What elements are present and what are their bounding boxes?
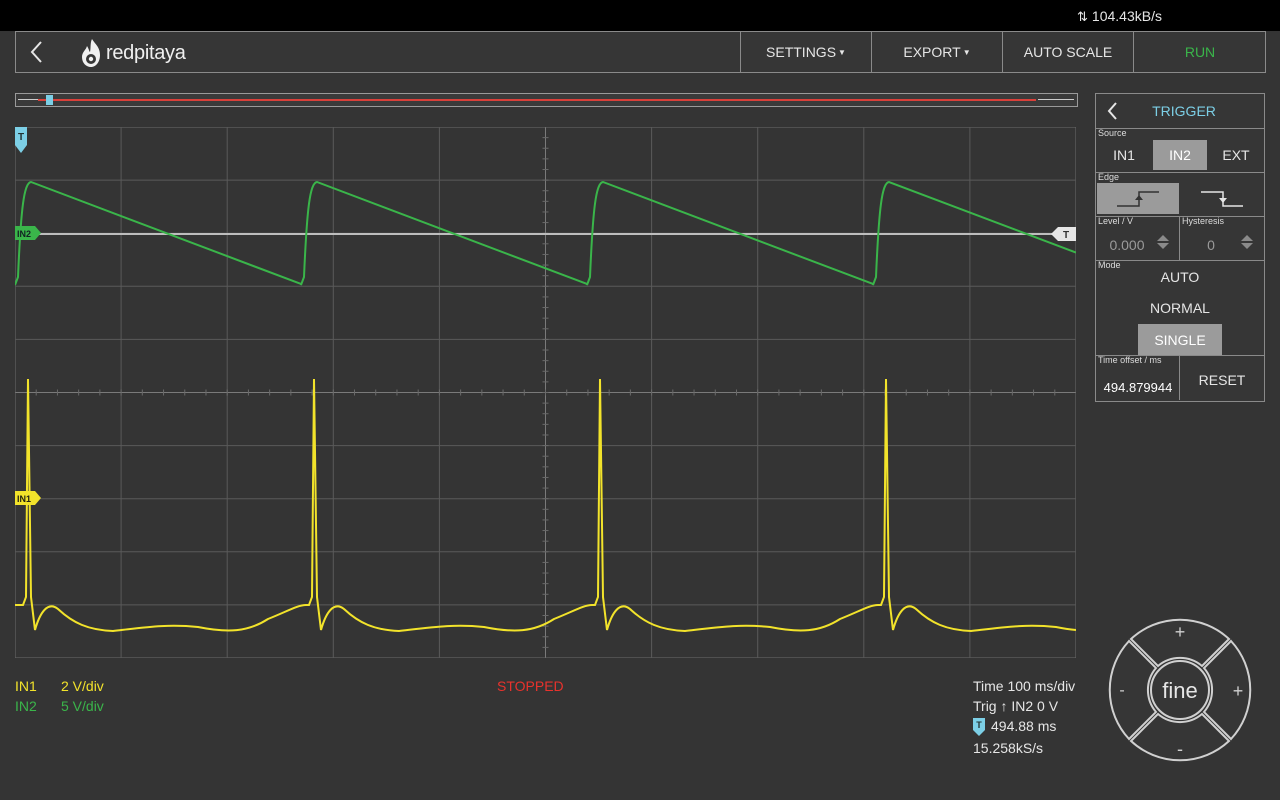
in1-legend-scale: 2 V/div xyxy=(61,678,104,694)
hysteresis-stepper[interactable] xyxy=(1241,235,1253,249)
svg-text:T: T xyxy=(976,720,982,730)
source-in1-button[interactable]: IN1 xyxy=(1113,147,1135,163)
fine-up-segment[interactable] xyxy=(1129,618,1231,668)
in1-offset-marker-label: IN1 xyxy=(17,494,31,504)
network-rate: ⇅ 104.43kB/s xyxy=(1077,8,1162,24)
time-offset-label: Time offset / ms xyxy=(1098,355,1162,365)
trigger-offset-badge: T xyxy=(973,718,985,736)
transfer-arrows-icon: ⇅ xyxy=(1077,9,1088,24)
buffer-timeline[interactable] xyxy=(15,93,1078,107)
sample-rate: 15.258kS/s xyxy=(973,740,1044,756)
chevron-left-icon xyxy=(30,41,42,63)
export-menu-button[interactable]: EXPORT ▼ xyxy=(871,32,1002,72)
falling-edge-icon xyxy=(1201,190,1243,207)
status-bar: ⇅ 104.43kB/s xyxy=(0,0,1280,31)
level-label: Level / V xyxy=(1098,216,1134,226)
in1-offset-marker[interactable]: IN1 xyxy=(15,491,41,505)
trigger-time-marker[interactable]: T xyxy=(15,127,27,153)
caret-down-icon: ▼ xyxy=(838,47,846,57)
mode-label: Mode xyxy=(1098,260,1121,270)
settings-menu-button[interactable]: SETTINGS ▼ xyxy=(740,32,871,72)
fine-minus-left: - xyxy=(1119,682,1124,699)
time-offset-row: Time offset / ms 494.879944 RESET xyxy=(1096,355,1264,400)
trigger-info: Trig ↑ IN2 0 V xyxy=(973,698,1059,714)
trigger-panel-header: TRIGGER xyxy=(1096,94,1264,129)
edge-label: Edge xyxy=(1098,172,1120,182)
fine-right-segment[interactable] xyxy=(1202,639,1252,741)
auto-scale-button[interactable]: AUTO SCALE xyxy=(1002,32,1133,72)
fine-down-segment[interactable] xyxy=(1129,712,1231,762)
trigger-level-marker[interactable]: T xyxy=(1051,227,1076,241)
flame-logo-icon xyxy=(82,39,100,67)
in1-waveform xyxy=(15,378,1076,633)
acquisition-state: STOPPED xyxy=(497,678,564,694)
arrow-down-icon[interactable] xyxy=(1157,243,1169,249)
arrow-up-icon[interactable] xyxy=(1241,235,1253,241)
redpitaya-logo: redpitaya xyxy=(80,37,186,69)
trigger-edge-row: Edge xyxy=(1096,172,1264,217)
level-stepper[interactable] xyxy=(1157,235,1169,249)
fine-minus-bottom: - xyxy=(1177,739,1183,759)
timeline-trigger-handle[interactable] xyxy=(46,95,53,105)
app-header: redpitaya SETTINGS ▼ EXPORT ▼ AUTO SCALE R… xyxy=(15,31,1266,73)
trigger-mode-row: Mode AUTO NORMAL SINGLE xyxy=(1096,260,1264,356)
fine-control-wheel: + + - - fine xyxy=(1108,618,1252,762)
mode-normal-button[interactable]: NORMAL xyxy=(1150,300,1210,316)
source-in2-button[interactable]: IN2 xyxy=(1153,140,1207,170)
edge-rising-button[interactable] xyxy=(1097,183,1179,214)
fine-center-label: fine xyxy=(1162,678,1197,703)
in2-waveform xyxy=(15,180,1076,286)
timeline-right-segment xyxy=(1038,99,1074,100)
arrow-down-icon[interactable] xyxy=(1241,243,1253,249)
trigger-source-row: Source IN1 IN2 EXT xyxy=(1096,128,1264,173)
mode-single-button[interactable]: SINGLE xyxy=(1138,324,1222,355)
time-offset-reset-button[interactable]: RESET xyxy=(1198,372,1246,388)
trigger-title: TRIGGER xyxy=(1152,103,1216,119)
trigger-badge-icon: T xyxy=(973,718,985,736)
back-button[interactable] xyxy=(16,32,56,72)
hysteresis-label: Hysteresis xyxy=(1182,216,1225,226)
caret-down-icon: ▼ xyxy=(962,47,971,57)
timeline-visible-range xyxy=(38,99,1036,101)
level-input[interactable]: 0.000 xyxy=(1109,237,1145,253)
trigger-offset-value: 494.88 ms xyxy=(991,718,1057,734)
arrow-up-icon[interactable] xyxy=(1157,235,1169,241)
time-offset-value[interactable]: 494.879944 xyxy=(1103,379,1173,395)
chevron-left-icon xyxy=(1107,102,1117,120)
hysteresis-input[interactable]: 0 xyxy=(1207,237,1215,253)
fine-center-button[interactable] xyxy=(1150,660,1210,720)
source-label: Source xyxy=(1098,128,1127,138)
fine-left-segment[interactable] xyxy=(1108,639,1158,741)
logo-text: redpitaya xyxy=(106,41,186,64)
in2-offset-marker-label: IN2 xyxy=(17,229,31,239)
time-scale-info: Time 100 ms/div xyxy=(973,678,1076,694)
fine-plus-right: + xyxy=(1233,681,1244,701)
trigger-level-row: Level / V Hysteresis 0.000 0 xyxy=(1096,216,1264,261)
trigger-panel: TRIGGER Source IN1 IN2 EXT Edge Level / … xyxy=(1095,93,1265,402)
rising-edge-icon xyxy=(1117,190,1159,207)
trigger-back-button[interactable] xyxy=(1100,98,1124,124)
in2-legend-name[interactable]: IN2 xyxy=(15,698,37,714)
run-button[interactable]: RUN xyxy=(1133,32,1266,72)
oscilloscope-plot[interactable]: T IN2 IN1 T xyxy=(15,127,1076,658)
mode-auto-button[interactable]: AUTO xyxy=(1160,269,1200,285)
source-ext-button[interactable]: EXT xyxy=(1222,147,1250,163)
timeline-left-segment xyxy=(18,99,40,100)
trigger-time-marker-label: T xyxy=(18,132,24,143)
in2-legend-scale: 5 V/div xyxy=(61,698,104,714)
edge-falling-button[interactable] xyxy=(1181,183,1263,214)
fine-plus-top: + xyxy=(1175,622,1186,642)
in1-legend-name[interactable]: IN1 xyxy=(15,678,37,694)
trigger-level-marker-label: T xyxy=(1063,230,1069,241)
in2-offset-marker[interactable]: IN2 xyxy=(15,226,41,240)
